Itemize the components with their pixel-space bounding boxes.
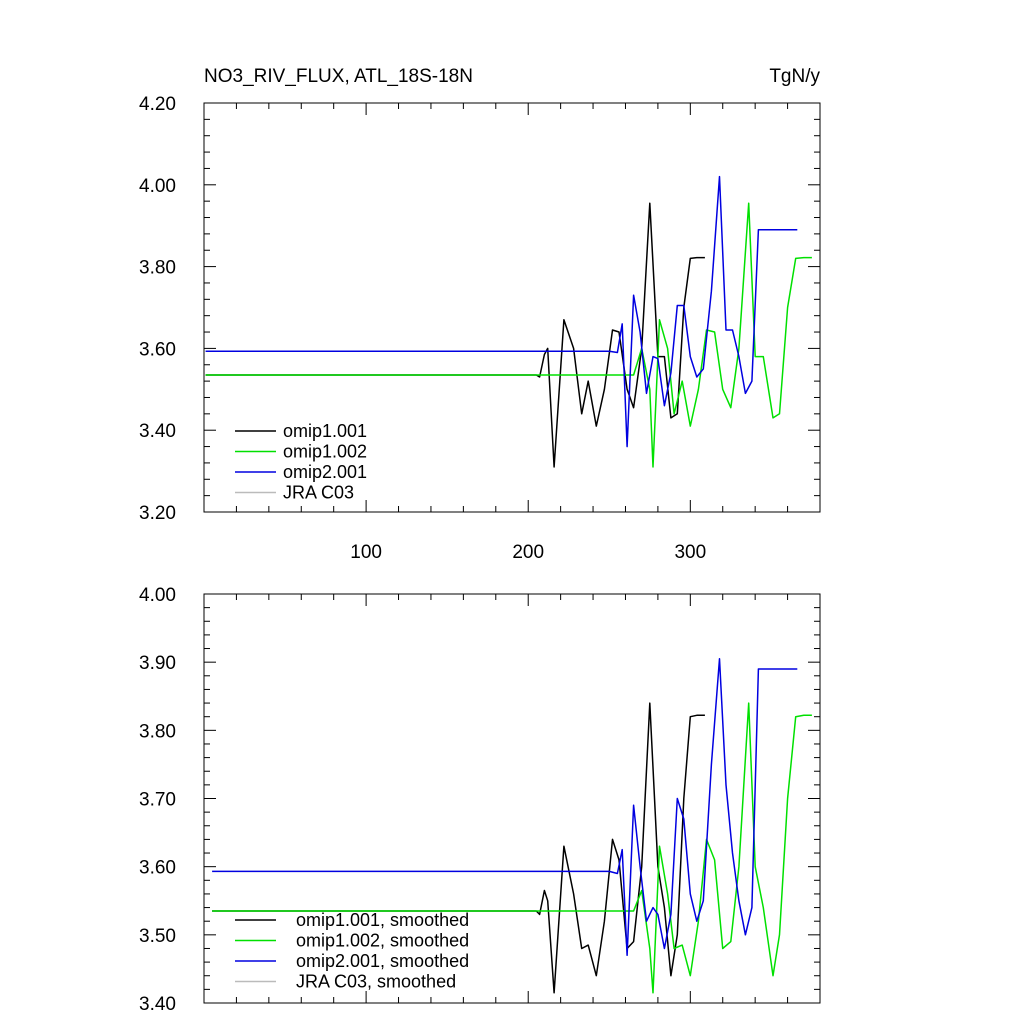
series-line-2 — [205, 175, 798, 448]
x-tick-label: 300 — [674, 542, 706, 563]
series-line-0 — [205, 202, 705, 468]
legend-label: JRA C03, smoothed — [296, 972, 456, 992]
plot-frame — [203, 102, 821, 513]
series-line-2 — [212, 658, 798, 957]
y-tick-label: 3.20 — [139, 503, 176, 524]
series-line-1 — [205, 202, 812, 468]
legend-label: omip1.002 — [283, 442, 367, 462]
y-tick-label: 3.40 — [139, 994, 176, 1015]
y-tick-label: 3.80 — [139, 721, 176, 742]
legend-label: omip2.001, smoothed — [296, 951, 469, 971]
series-line-0 — [212, 702, 705, 994]
legend-label: omip1.001, smoothed — [296, 910, 469, 930]
y-tick-label: 3.90 — [139, 653, 176, 674]
units-label: TgN/y — [769, 66, 820, 87]
y-tick-label: 4.00 — [139, 585, 176, 606]
y-tick-label: 3.50 — [139, 926, 176, 947]
y-tick-label: 3.40 — [139, 421, 176, 442]
legend-label: JRA C03 — [283, 483, 354, 503]
y-tick-label: 3.60 — [139, 339, 176, 360]
legend-label: omip2.001 — [283, 462, 367, 482]
y-tick-label: 3.70 — [139, 790, 176, 811]
series-line-1 — [212, 702, 812, 994]
x-tick-label: 100 — [350, 542, 382, 563]
y-tick-label: 4.20 — [139, 94, 176, 115]
y-tick-label: 3.60 — [139, 858, 176, 879]
chart-title: NO3_RIV_FLUX, ATL_18S-18N — [204, 66, 473, 87]
top-panel: 3.20 3.40 3.60 3.80 4.00 4.20 100 200 300 omip1.0… — [139, 94, 821, 563]
bottom-panel: 3.40 3.50 3.60 3.70 3.80 3.90 4.00 omip1.001, s… — [139, 585, 821, 1015]
y-tick-label: 4.00 — [139, 176, 176, 197]
x-tick-label: 200 — [512, 542, 544, 563]
legend-label: omip1.001 — [283, 421, 367, 441]
y-tick-label: 3.80 — [139, 258, 176, 279]
legend-label: omip1.002, smoothed — [296, 931, 469, 951]
